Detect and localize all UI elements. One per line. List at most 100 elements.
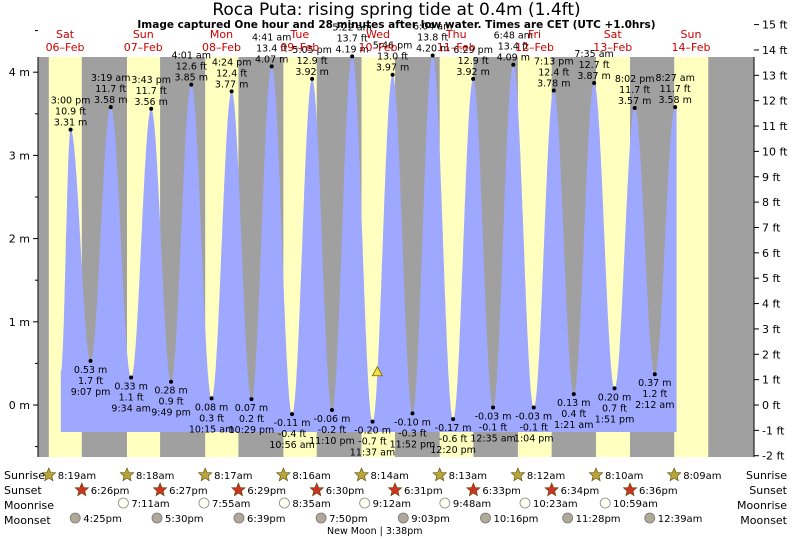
moonset-time: 5:30pm — [165, 514, 204, 525]
low-tide-time-label: 1:51 pm — [595, 414, 635, 425]
high-tide-metres-label: 3.87 m — [577, 71, 610, 82]
day-of-week-label: Sat — [56, 28, 75, 41]
chart-subtitle: Image captured One hour and 28 minutes a… — [137, 19, 656, 31]
low-tide-time-label: 10:29 pm — [229, 425, 275, 436]
moonset-time: 4:25pm — [83, 514, 122, 525]
high-tide-feet-label: 11.7 ft — [95, 84, 126, 95]
low-tide-point — [209, 396, 214, 401]
low-tide-feet-label: -0.1 ft — [479, 422, 508, 433]
moonrise-row-label-left: Moonrise — [4, 499, 54, 512]
moonrise-icon — [519, 497, 531, 509]
moonrise-time: 7:11am — [131, 499, 169, 510]
high-tide-metres-label: 3.31 m — [54, 118, 87, 129]
low-tide-point — [410, 411, 415, 416]
moonrise-time: 8:35am — [292, 499, 330, 510]
low-tide-metres-label: 0.20 m — [598, 392, 631, 403]
high-tide-time-label: 4:01 am — [172, 51, 211, 62]
right-axis-tick-label: 10 ft — [762, 145, 788, 158]
sunset-time: 6:34pm — [561, 486, 600, 497]
high-tide-feet-label: 11.7 ft — [660, 84, 691, 95]
sunset-row-label-left: Sunset — [4, 484, 42, 497]
sunrise-time: 8:16am — [292, 471, 330, 482]
sunrise-time: 8:10am — [605, 471, 643, 482]
low-tide-feet-label: 1.1 ft — [119, 393, 144, 404]
high-tide-metres-label: 3.77 m — [215, 79, 248, 90]
moonrise-icon — [359, 497, 371, 509]
high-tide-point — [350, 54, 355, 59]
low-tide-time-label: 10:56 am — [269, 440, 314, 451]
sunset-time: 6:29pm — [247, 486, 286, 497]
moonrise-icon — [198, 497, 210, 509]
high-tide-metres-label: 3.58 m — [658, 95, 691, 106]
high-tide-time-label: 3:43 pm — [131, 75, 171, 86]
left-axis-tick-label: 0 m — [9, 399, 30, 412]
sunrise-icon — [275, 467, 291, 482]
day-of-week-label: Fri — [528, 28, 541, 41]
high-tide-point — [632, 105, 637, 110]
high-tide-time-label: 5:46 pm — [373, 41, 413, 52]
sunset-icon — [152, 482, 168, 497]
high-tide-feet-label: 13.4 ft — [256, 43, 287, 54]
high-tide-feet-label: 10.9 ft — [55, 107, 86, 118]
sunset-icon — [622, 482, 638, 497]
low-tide-point — [491, 405, 496, 410]
right-axis-tick-label: 3 ft — [762, 323, 781, 336]
low-tide-feet-label: -0.2 ft — [318, 425, 347, 436]
low-tide-metres-label: 0.08 m — [195, 402, 228, 413]
moonrise-icon — [599, 497, 611, 509]
high-tide-feet-label: 11.7 ft — [619, 85, 650, 96]
low-tide-feet-label: -0.1 ft — [520, 422, 549, 433]
low-tide-feet-label: -0.3 ft — [398, 428, 427, 439]
sunset-icon — [74, 482, 90, 497]
date-label: 07–Feb — [124, 41, 163, 54]
low-tide-time-label: 9:07 pm — [71, 387, 111, 398]
high-tide-point — [592, 81, 597, 86]
sunrise-row-label-right: Sunrise — [745, 469, 787, 482]
low-tide-metres-label: -0.10 m — [394, 417, 431, 428]
sunset-time: 6:31pm — [404, 486, 443, 497]
low-tide-metres-label: 0.37 m — [638, 378, 671, 389]
moonset-row-label-right: Moonset — [740, 514, 787, 527]
high-tide-point — [471, 76, 476, 81]
sunset-time: 6:27pm — [169, 486, 208, 497]
high-tide-metres-label: 4.19 m — [335, 44, 368, 55]
date-label: 11–Feb — [437, 41, 476, 54]
right-axis-tick-label: 15 ft — [762, 19, 788, 32]
moonset-time: 9:03pm — [411, 514, 450, 525]
right-axis-tick-label: 5 ft — [762, 272, 781, 285]
sunrise-icon — [354, 467, 369, 482]
high-tide-point — [310, 76, 315, 81]
low-tide-point — [329, 407, 334, 412]
high-tide-metres-label: 4.09 m — [497, 53, 530, 64]
high-tide-time-label: 5:05 pm — [292, 45, 332, 56]
low-tide-point — [571, 392, 576, 397]
sunset-time: 6:30pm — [326, 486, 365, 497]
sunrise-time: 8:17am — [214, 471, 252, 482]
sunrise-icon — [119, 467, 135, 482]
right-axis-tick-label: 4 ft — [762, 298, 781, 311]
high-tide-time-label: 7:35 am — [574, 49, 613, 60]
right-axis-tick-label: 6 ft — [762, 247, 781, 260]
high-tide-feet-label: 12.4 ft — [538, 68, 569, 79]
low-tide-point — [290, 412, 295, 417]
high-tide-feet-label: 13.4 ft — [498, 42, 529, 53]
low-tide-metres-label: -0.20 m — [354, 426, 391, 437]
sunset-icon — [465, 482, 481, 497]
day-of-week-label: Sun — [681, 28, 702, 41]
high-tide-point — [189, 82, 194, 87]
date-label: 06–Feb — [46, 41, 85, 54]
moonset-icon — [480, 512, 491, 524]
low-tide-point — [612, 386, 617, 391]
low-tide-time-label: 12:35 am — [470, 433, 515, 444]
sunset-row-label-right: Sunset — [749, 484, 787, 497]
left-axis-tick-label: 3 m — [9, 149, 30, 162]
sunrise-time: 8:09am — [683, 471, 721, 482]
left-axis-tick-label: 4 m — [9, 66, 30, 79]
sunset-icon — [309, 482, 325, 497]
right-axis-tick-label: 2 ft — [762, 348, 781, 361]
low-tide-feet-label: 0.2 ft — [239, 414, 264, 425]
moonrise-row-label-right: Moonrise — [737, 499, 787, 512]
current-tide-marker — [371, 365, 384, 377]
high-tide-feet-label: 13.0 ft — [377, 52, 408, 63]
